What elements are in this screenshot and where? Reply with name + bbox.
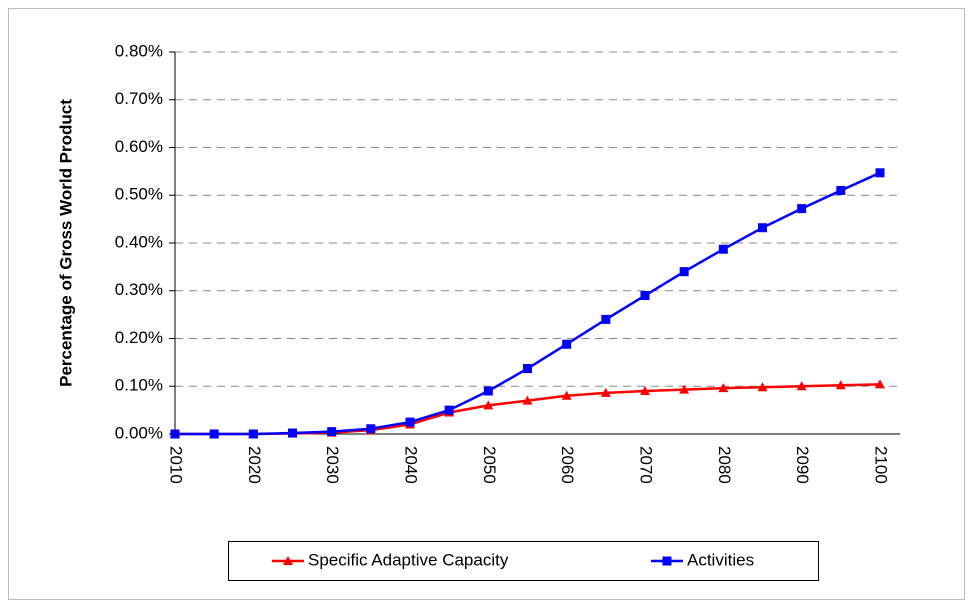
legend-box bbox=[228, 541, 819, 581]
x-tick-label: 2090 bbox=[793, 446, 812, 484]
marker bbox=[601, 314, 611, 324]
legend-marker bbox=[283, 556, 293, 565]
marker bbox=[561, 390, 572, 400]
y-tick-label: 0.30% bbox=[115, 280, 163, 299]
y-tick-label: 0.60% bbox=[115, 137, 163, 156]
marker bbox=[640, 386, 650, 396]
marker bbox=[405, 417, 415, 427]
y-tick-label: 0.70% bbox=[115, 89, 163, 108]
legend-label: Specific Adaptive Capacity bbox=[308, 550, 509, 569]
marker bbox=[757, 382, 768, 392]
marker bbox=[640, 291, 650, 301]
y-tick-label: 0.40% bbox=[115, 232, 163, 251]
marker bbox=[796, 381, 807, 391]
legend-marker bbox=[662, 556, 672, 566]
marker bbox=[523, 364, 532, 374]
chart-frame bbox=[8, 8, 965, 600]
marker bbox=[679, 384, 690, 394]
y-tick-label: 0.10% bbox=[115, 376, 163, 395]
marker bbox=[327, 427, 337, 437]
x-tick-label: 2030 bbox=[323, 446, 342, 484]
y-axis-title: Percentage of Gross World Product bbox=[56, 99, 75, 387]
marker bbox=[835, 380, 846, 390]
marker bbox=[209, 429, 219, 439]
marker bbox=[875, 379, 885, 389]
marker bbox=[797, 204, 807, 214]
x-tick-label: 2010 bbox=[167, 446, 186, 484]
x-tick-label: 2070 bbox=[637, 446, 656, 484]
marker bbox=[836, 185, 846, 195]
marker bbox=[483, 400, 494, 410]
x-tick-label: 2060 bbox=[558, 446, 577, 484]
x-tick-label: 2020 bbox=[245, 446, 264, 484]
marker bbox=[444, 405, 454, 415]
x-tick-label: 2050 bbox=[480, 446, 499, 484]
x-tick-label: 2100 bbox=[872, 446, 891, 484]
marker bbox=[522, 395, 533, 405]
marker bbox=[366, 424, 376, 434]
marker bbox=[600, 387, 611, 397]
y-tick-label: 0.00% bbox=[115, 423, 163, 442]
marker bbox=[562, 339, 572, 349]
marker bbox=[875, 168, 885, 178]
marker bbox=[248, 429, 258, 439]
marker bbox=[483, 386, 493, 396]
x-tick-label: 2080 bbox=[715, 446, 734, 484]
y-tick-label: 0.80% bbox=[115, 41, 163, 60]
marker bbox=[288, 428, 297, 438]
marker bbox=[679, 267, 689, 277]
legend-label: Activities bbox=[687, 550, 754, 569]
y-tick-label: 0.50% bbox=[115, 185, 163, 204]
y-tick-label: 0.20% bbox=[115, 328, 163, 347]
x-tick-label: 2040 bbox=[402, 446, 421, 484]
marker bbox=[758, 223, 767, 233]
marker bbox=[718, 244, 728, 254]
marker bbox=[170, 429, 180, 439]
marker bbox=[718, 383, 729, 393]
